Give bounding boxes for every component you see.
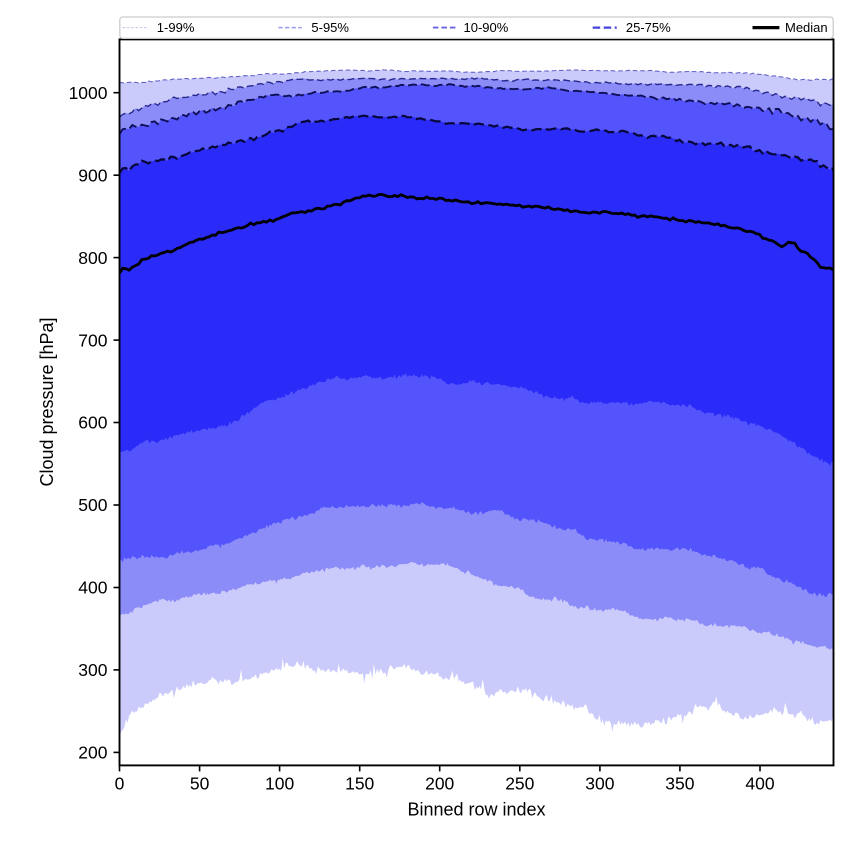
- svg-text:200: 200: [425, 774, 454, 794]
- svg-text:1000: 1000: [69, 83, 108, 103]
- svg-text:800: 800: [78, 248, 107, 268]
- svg-text:400: 400: [78, 578, 107, 598]
- svg-text:Median: Median: [785, 20, 828, 35]
- svg-text:600: 600: [78, 413, 107, 433]
- svg-text:Cloud pressure [hPa]: Cloud pressure [hPa]: [37, 317, 57, 486]
- svg-text:150: 150: [345, 774, 374, 794]
- svg-text:200: 200: [78, 743, 107, 763]
- svg-text:350: 350: [665, 774, 694, 794]
- svg-text:500: 500: [78, 495, 107, 515]
- svg-text:5-95%: 5-95%: [311, 20, 349, 35]
- svg-text:300: 300: [78, 660, 107, 680]
- svg-text:250: 250: [505, 774, 534, 794]
- svg-text:Binned row index: Binned row index: [407, 800, 545, 820]
- svg-text:0: 0: [115, 774, 125, 794]
- svg-text:10-90%: 10-90%: [464, 20, 509, 35]
- svg-text:50: 50: [190, 774, 210, 794]
- svg-text:100: 100: [265, 774, 294, 794]
- svg-text:300: 300: [585, 774, 614, 794]
- svg-text:900: 900: [78, 165, 107, 185]
- svg-text:25-75%: 25-75%: [626, 20, 671, 35]
- svg-text:400: 400: [745, 774, 774, 794]
- svg-text:1-99%: 1-99%: [157, 20, 195, 35]
- svg-text:700: 700: [78, 330, 107, 350]
